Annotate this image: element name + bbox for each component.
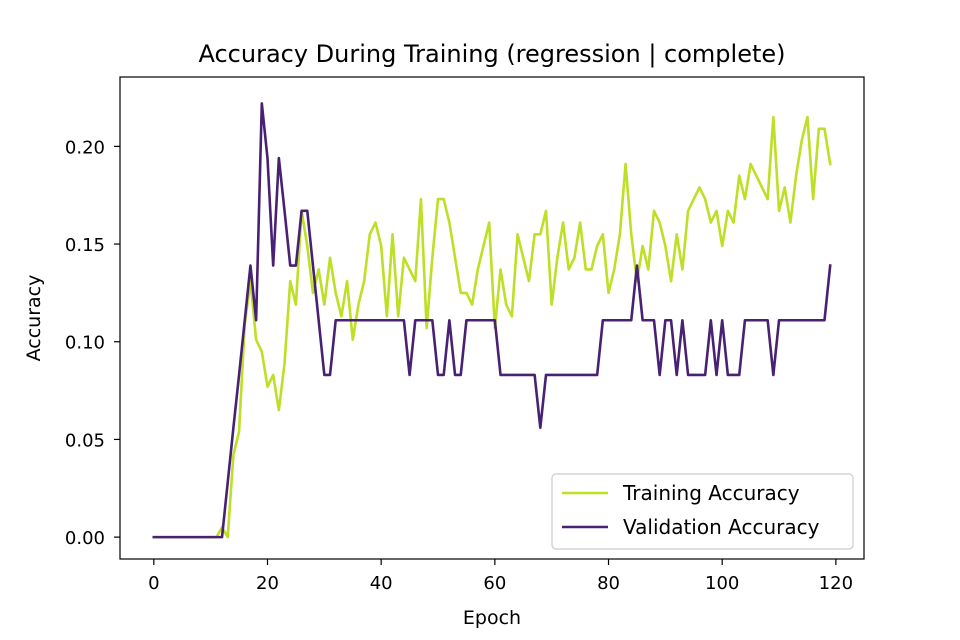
x-axis: 0 20 40 60 80 100 120 bbox=[148, 559, 853, 594]
y-tick-label: 0.05 bbox=[65, 430, 105, 451]
x-tick-label: 0 bbox=[148, 573, 159, 594]
legend-label-training: Training Accuracy bbox=[622, 481, 800, 505]
y-tick-label: 0.15 bbox=[65, 235, 105, 256]
x-tick-label: 80 bbox=[597, 573, 620, 594]
validation-accuracy-line bbox=[152, 102, 832, 539]
legend-box bbox=[551, 473, 854, 550]
x-tick-label: 120 bbox=[819, 573, 853, 594]
x-tick-label: 20 bbox=[256, 573, 279, 594]
y-tick-label: 0.00 bbox=[65, 528, 105, 549]
y-axis: 0.00 0.05 0.10 0.15 0.20 bbox=[65, 137, 120, 549]
y-tick-label: 0.10 bbox=[65, 333, 105, 354]
x-tick-label: 60 bbox=[483, 573, 506, 594]
y-axis-label: Accuracy bbox=[23, 275, 45, 362]
legend-label-validation: Validation Accuracy bbox=[623, 515, 820, 539]
x-tick-label: 40 bbox=[370, 573, 393, 594]
legend: Training Accuracy Validation Accuracy bbox=[551, 473, 854, 550]
series-layer bbox=[152, 102, 832, 539]
training-accuracy-line bbox=[152, 115, 832, 539]
x-axis-label: Epoch bbox=[463, 607, 521, 629]
x-tick-label: 100 bbox=[705, 573, 739, 594]
chart-title: Accuracy During Training (regression | c… bbox=[198, 40, 785, 68]
y-tick-label: 0.20 bbox=[65, 137, 105, 158]
